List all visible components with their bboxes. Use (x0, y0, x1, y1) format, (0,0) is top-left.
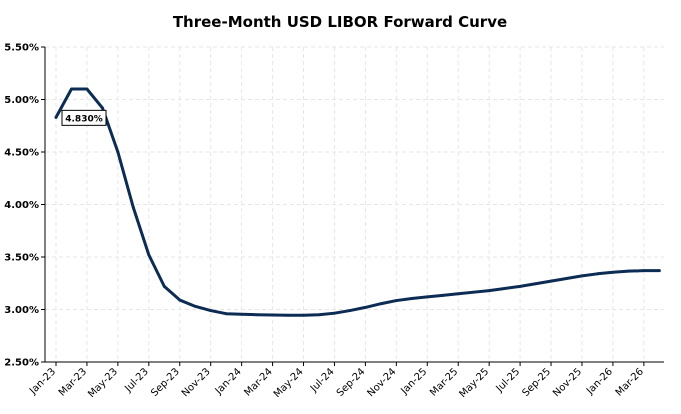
data-label: 4.830% (65, 114, 103, 124)
data-point (534, 282, 537, 286)
y-tick-label: 3.00% (4, 305, 39, 316)
data-point (425, 295, 429, 299)
x-tick-label: Mar-24 (242, 366, 274, 398)
data-point (317, 313, 321, 317)
data-point (549, 279, 553, 283)
data-point (518, 285, 522, 288)
y-tick-label: 4.50% (4, 148, 39, 159)
data-point (364, 306, 367, 309)
data-point (255, 313, 259, 317)
y-axis-ticks: 2.50% 3.00% 3.50% 4.00% 4.50% 5.00% 5.50% (4, 43, 45, 369)
x-tick-label: Nov-23 (180, 366, 213, 399)
data-point (271, 313, 274, 317)
data-point (472, 290, 476, 294)
x-tick-label: Jan-26 (584, 366, 615, 397)
x-tick-label: Jan-25 (398, 366, 429, 397)
data-point (333, 311, 336, 315)
x-tick-label: Sep-24 (335, 366, 368, 399)
data-point (101, 106, 104, 110)
x-tick-label: May-25 (457, 366, 491, 400)
grid-layer (45, 46, 664, 362)
data-point (596, 272, 599, 276)
x-tick-label: Jan-24 (213, 366, 244, 397)
y-tick-label: 2.50% (4, 358, 39, 369)
x-tick-label: Jan-23 (27, 366, 58, 397)
data-point (580, 274, 584, 278)
data-point (85, 87, 89, 91)
data-point (193, 304, 197, 308)
x-tick-label: Nov-24 (366, 366, 399, 399)
data-point (379, 302, 383, 306)
data-point (626, 269, 630, 273)
data-point (224, 312, 228, 316)
data-point (657, 269, 661, 273)
point-layer (54, 87, 661, 317)
x-tick-label: Mar-25 (428, 366, 460, 398)
x-tick-label: Jul-25 (494, 366, 523, 395)
data-label-layer: 4.830% (61, 109, 107, 126)
data-point (348, 309, 352, 312)
data-point (487, 289, 491, 292)
data-label-box (61, 109, 107, 126)
series-layer (54, 87, 661, 317)
data-point (54, 115, 58, 119)
data-point (456, 292, 460, 296)
x-tick-label: Mar-23 (57, 366, 89, 398)
data-point (178, 298, 182, 302)
y-tick-label: 5.00% (4, 95, 39, 106)
data-point (302, 313, 305, 317)
data-point (131, 206, 135, 210)
data-point (394, 299, 398, 302)
x-tick-label: Sep-23 (149, 366, 182, 399)
data-point (642, 269, 646, 273)
data-point (147, 253, 151, 257)
data-point (565, 277, 568, 280)
series-line (54, 87, 661, 317)
chart-title: Three-Month USD LIBOR Forward Curve (173, 13, 507, 31)
y-tick-label: 3.50% (4, 253, 39, 264)
data-point (240, 312, 244, 316)
x-tick-label: May-24 (272, 366, 306, 400)
x-tick-label: Jul-23 (122, 366, 151, 395)
data-point (611, 270, 615, 274)
data-point (162, 285, 166, 288)
data-point (503, 287, 507, 290)
data-point (286, 313, 290, 317)
y-tick-label: 5.50% (4, 43, 39, 54)
y-tick-label: 4.00% (4, 200, 39, 211)
data-point (209, 309, 213, 312)
data-point (410, 297, 414, 300)
data-point (70, 87, 73, 91)
data-point (441, 293, 445, 297)
x-tick-label: Nov-25 (551, 366, 584, 399)
x-tick-label: Mar-26 (614, 366, 646, 398)
x-tick-label: May-23 (86, 366, 120, 400)
x-tick-label: Jul-24 (308, 366, 337, 395)
x-tick-label: Sep-25 (521, 366, 554, 399)
data-point (116, 150, 120, 154)
